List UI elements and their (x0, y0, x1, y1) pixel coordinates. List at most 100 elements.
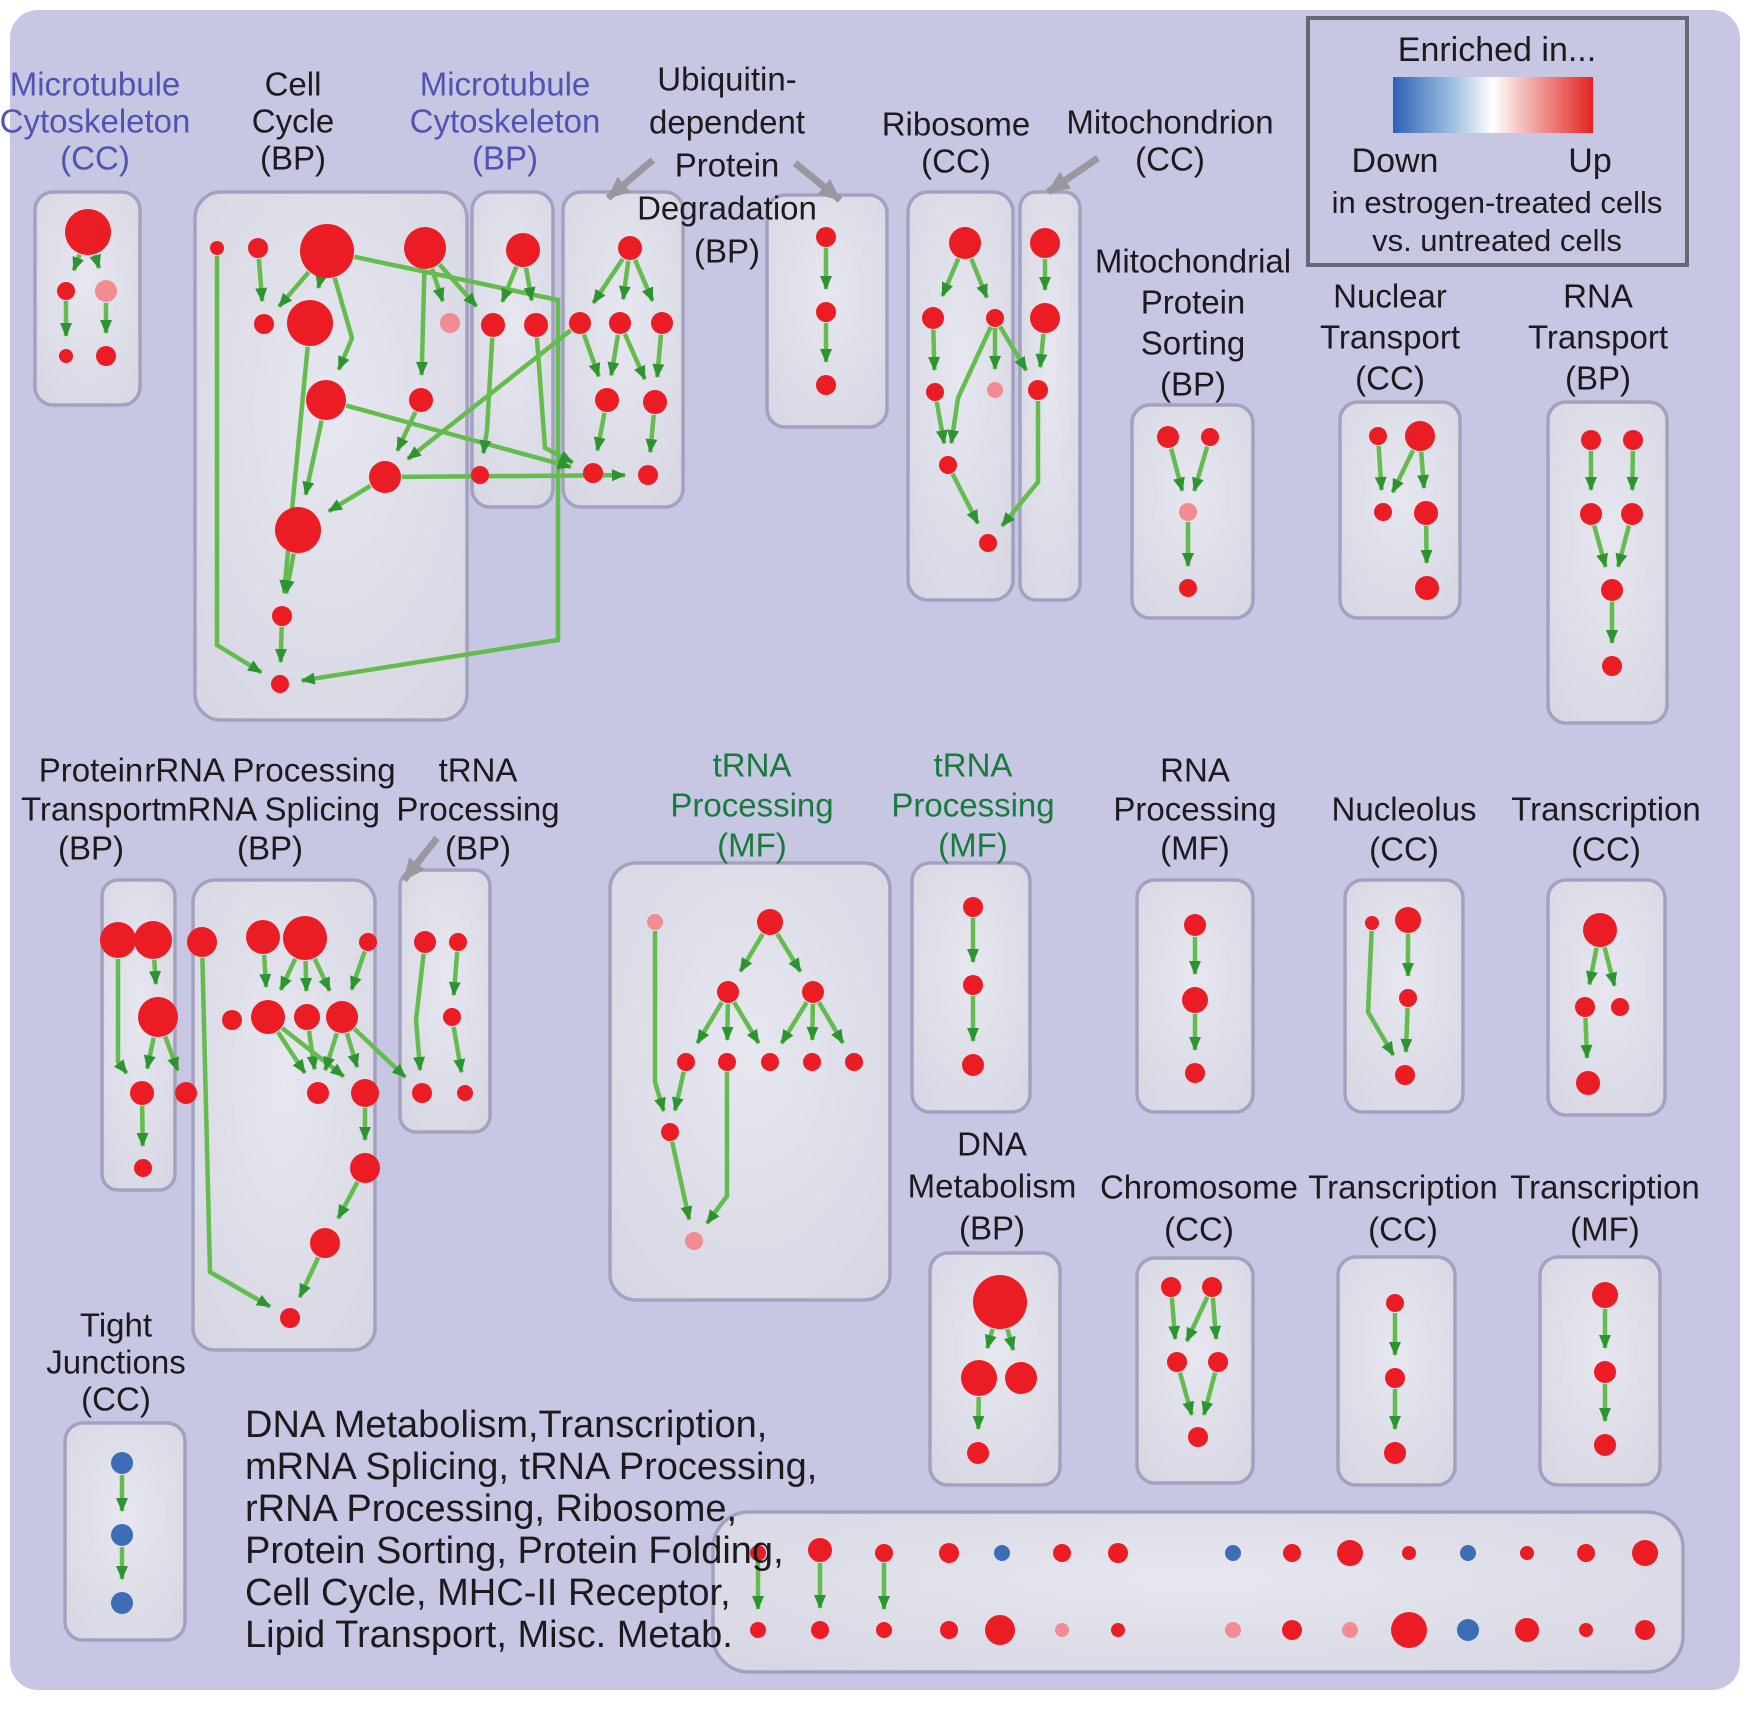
label-trna-processing-mf-1: (MF) (717, 827, 787, 864)
node-bt11 (1402, 1546, 1416, 1560)
node-bb3 (876, 1622, 892, 1638)
edge-cc11-cc12 (282, 553, 296, 595)
node-nu4 (1395, 1065, 1415, 1085)
edge-tc1-tc3 (1602, 946, 1618, 987)
label-ubiquitin-degradation-bp: Protein (675, 147, 780, 184)
edge-rb1-rb2 (940, 257, 961, 297)
node-cc7 (440, 313, 460, 333)
edge-tm4-tm9 (671, 1071, 686, 1112)
edge-mt3-ub7 (534, 337, 574, 465)
edge-tm2-tm5 (721, 1003, 734, 1042)
label-ubiquitin-degradation-bp: Degradation (637, 190, 817, 227)
node-cc8 (306, 380, 346, 420)
node-ts3 (962, 1054, 984, 1076)
node-bb10 (1342, 1622, 1358, 1638)
node-mi1 (1030, 228, 1060, 258)
node-mi3 (1028, 380, 1048, 400)
edge-rr1-rr13 (200, 957, 272, 1309)
node-mp3 (1179, 503, 1197, 521)
node-bb7 (1111, 1623, 1125, 1637)
edge-mp2-mp3 (1192, 445, 1210, 492)
label-trna-processing-mf-2: Processing (891, 787, 1054, 824)
edge-ch2-ch3 (1184, 1296, 1210, 1343)
edge-mt1-mt2 (500, 265, 519, 303)
label-rrna-mrna-bp: mRNA Splicing (160, 791, 380, 828)
legend-title: Enriched in... (1398, 31, 1596, 69)
node-bb5 (985, 1615, 1015, 1645)
edge-mp1-mp3 (1168, 448, 1185, 492)
node-pt2 (134, 921, 172, 959)
node-dm3 (1005, 1362, 1037, 1394)
label-mito-protein-sorting-bp: Sorting (1141, 325, 1246, 362)
label-mito-protein-sorting-bp: (BP) (1160, 366, 1226, 403)
edge-pt1-pt4 (113, 959, 129, 1075)
edge-cc8-cc11 (302, 420, 324, 496)
node-mcc4 (59, 349, 73, 363)
node-rb6 (939, 456, 957, 474)
label-trna-processing-mf-2: (MF) (938, 827, 1008, 864)
legend-subtitle-2: vs. untreated cells (1372, 223, 1622, 258)
node-bb14 (1579, 1623, 1593, 1637)
label-microtubule-cytoskeleton-cc: Cytoskeleton (0, 103, 190, 140)
node-cc12 (272, 606, 292, 626)
node-bb9 (1282, 1620, 1302, 1640)
node-tm5 (718, 1053, 736, 1071)
edge-ub1-ub3 (618, 260, 631, 301)
edge-tm3-tm7 (806, 1003, 819, 1042)
label-transcription-mf: (MF) (1570, 1211, 1640, 1248)
node-rt6 (1602, 656, 1622, 676)
node-tb2 (449, 933, 467, 951)
label-protein-transport-bp: Transport (21, 791, 161, 828)
node-cc1 (210, 241, 224, 255)
node-tc3 (1611, 998, 1629, 1016)
node-pt6 (134, 1159, 152, 1177)
node-bb2 (811, 1621, 829, 1639)
label-trna-processing-mf-1: Processing (670, 787, 833, 824)
edge-ub6-ub8 (645, 414, 658, 454)
node-bt2 (808, 1538, 832, 1562)
node-rr11 (350, 1153, 380, 1183)
label-chromosome-cc: (CC) (1164, 1211, 1234, 1248)
node-rb1 (949, 227, 981, 259)
label-microtubule-cytoskeleton-bp: Microtubule (420, 66, 591, 103)
node-tm8 (845, 1053, 863, 1071)
node-bt6 (1053, 1544, 1071, 1562)
label-nucleolus-cc: (CC) (1369, 831, 1439, 868)
edge-mi3-rb7 (1000, 401, 1041, 528)
node-tc2 (1575, 997, 1595, 1017)
node-bt13 (1520, 1546, 1534, 1560)
node-bb15 (1635, 1620, 1655, 1640)
edge-nu3-nu4 (1400, 1007, 1413, 1054)
edge-rr11-rr12 (336, 1181, 360, 1220)
node-ch3 (1167, 1352, 1187, 1372)
node-ub8 (638, 465, 658, 485)
edge-pt4-pt6 (136, 1105, 149, 1148)
edge-nu1-nu4 (1365, 930, 1396, 1057)
label-transcription-cc-bottom: Transcription (1308, 1169, 1498, 1206)
node-bt12 (1460, 1545, 1476, 1561)
label-microtubule-cytoskeleton-bp: (BP) (472, 140, 538, 177)
label-rna-processing-mf: Processing (1113, 791, 1276, 828)
node-cc2 (248, 238, 268, 258)
label-rna-processing-mf: (MF) (1160, 830, 1230, 867)
node-bb1 (750, 1622, 766, 1638)
node-uq1 (816, 227, 836, 247)
node-nt1 (1369, 427, 1387, 445)
node-tc1 (1583, 913, 1617, 947)
node-pt5 (175, 1082, 197, 1104)
edge-cc2-cc5 (255, 258, 268, 303)
edge-ub1-ub4 (633, 259, 655, 302)
legend-subtitle-1: in estrogen-treated cells (1332, 185, 1663, 220)
node-tm1 (757, 909, 783, 935)
edge-tm1-tm2 (738, 932, 765, 973)
node-rr6 (251, 1000, 285, 1034)
edge-nt1-nt3 (1374, 445, 1387, 492)
edge-rt3-rt5 (1592, 524, 1608, 568)
node-trc3 (1384, 1442, 1406, 1464)
node-bt10 (1337, 1540, 1363, 1566)
edge-ub3-ub5 (607, 334, 621, 377)
edge-rb1-rb3 (969, 257, 989, 299)
node-bt7 (1108, 1543, 1128, 1563)
node-cc9 (409, 388, 433, 412)
edge-rr3-rr8 (312, 957, 332, 992)
